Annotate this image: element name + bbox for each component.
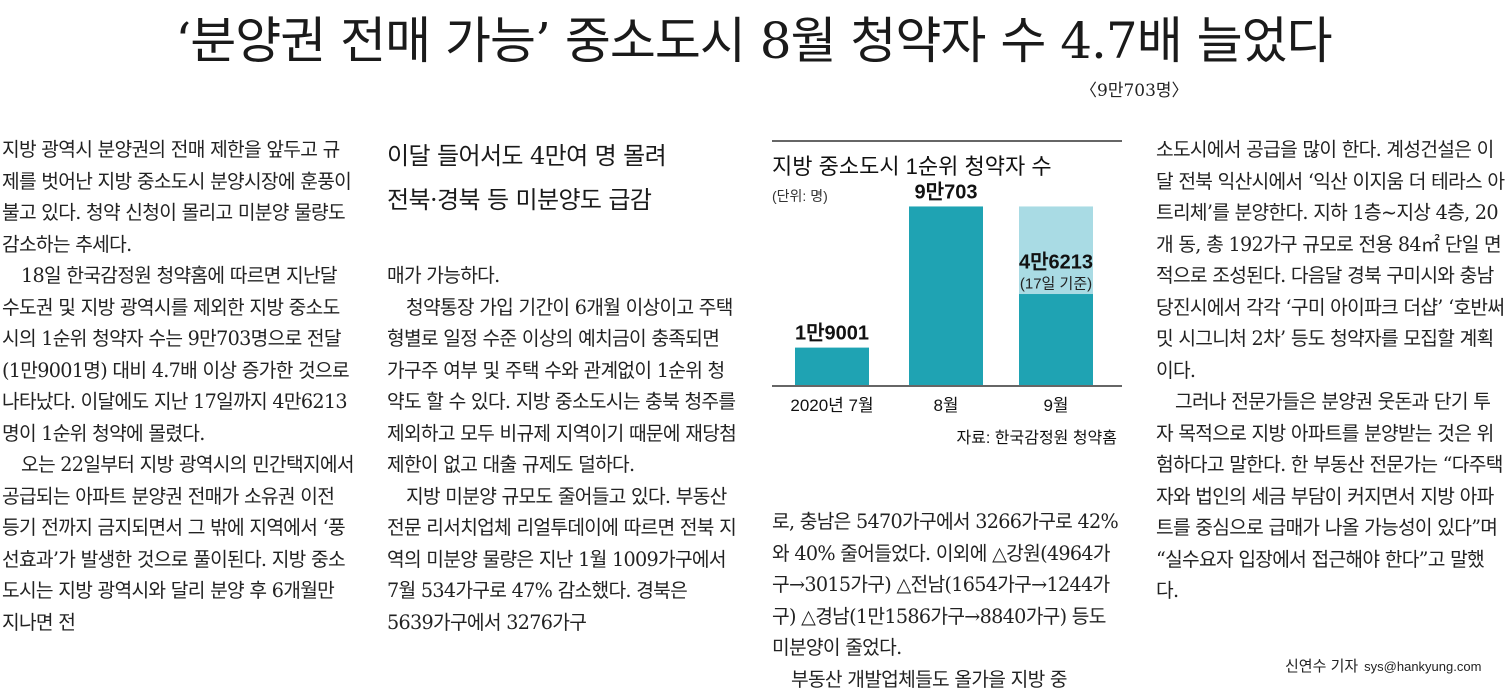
bar	[795, 348, 869, 385]
chart-svg: 지방 중소도시 1순위 청약자 수 (단위: 명) 1만9001 2020년 7월…	[772, 140, 1122, 460]
x-tick-label: 8월	[933, 396, 958, 415]
byline: 신연수 기자 sys@hankyung.com	[1285, 655, 1481, 676]
paragraph: 그러나 전문가들은 분양권 웃돈과 단기 투자 목적으로 지방 아파트를 분양받…	[1156, 386, 1506, 607]
headline: ‘분양권 전매 가능’ 중소도시 8월 청약자 수 4.7배 늘었다	[0, 6, 1507, 76]
paragraph: 부동산 개발업체들도 올가을 지방 중	[772, 664, 1122, 695]
paragraph: 지방 광역시 분양권의 전매 제한을 앞두고 규제를 벗어난 지방 중소도시 분…	[2, 134, 354, 260]
bar-chart: 지방 중소도시 1순위 청약자 수 (단위: 명) 1만9001 2020년 7월…	[772, 140, 1122, 460]
x-tick-label: 2020년 7월	[790, 396, 873, 415]
bar-value-label: 4만6213	[1019, 250, 1093, 273]
article-column-3: 로, 충남은 5470가구에서 3266가구로 42%와 40% 줄어들었다. …	[772, 506, 1122, 695]
article-column-2: 매가 가능하다. 청약통장 가입 기간이 6개월 이상이고 주택형별로 일정 수…	[387, 134, 737, 638]
paragraph: 매가 가능하다.	[387, 260, 737, 292]
x-tick-label: 9월	[1043, 396, 1068, 415]
chart-source: 자료: 한국감정원 청약홈	[956, 429, 1117, 447]
reporter-email[interactable]: sys@hankyung.com	[1364, 659, 1481, 674]
bar-note-label: (17일 기준)	[1020, 275, 1092, 292]
paragraph: 로, 충남은 5470가구에서 3266가구로 42%와 40% 줄어들었다. …	[772, 506, 1122, 664]
paragraph: 청약통장 가입 기간이 6개월 이상이고 주택형별로 일정 수준 이상의 예치금…	[387, 292, 737, 481]
paragraph: 지방 미분양 규모도 줄어들고 있다. 부동산 전문 리서치업체 리얼투데이에 …	[387, 481, 737, 639]
bar	[909, 206, 983, 385]
bar	[1019, 294, 1093, 385]
article-column-4: 소도시에서 공급을 많이 한다. 계성건설은 이달 전북 익산시에서 ‘익산 이…	[1156, 134, 1506, 607]
paragraph: 오는 22일부터 지방 광역시의 민간택지에서 공급되는 아파트 분양권 전매가…	[2, 449, 354, 638]
paragraph: 18일 한국감정원 청약홈에 따르면 지난달 수도권 및 지방 광역시를 제외한…	[2, 260, 354, 449]
chart-title: 지방 중소도시 1순위 청약자 수	[772, 154, 1052, 179]
article-column-1: 지방 광역시 분양권의 전매 제한을 앞두고 규제를 벗어난 지방 중소도시 분…	[2, 134, 354, 638]
paragraph: 소도시에서 공급을 많이 한다. 계성건설은 이달 전북 익산시에서 ‘익산 이…	[1156, 134, 1506, 386]
chart-unit: (단위: 명)	[772, 188, 828, 204]
bar-value-label: 9만703	[915, 180, 978, 203]
reporter-name: 신연수 기자	[1285, 658, 1358, 675]
bar-group: 1만9001 2020년 7월 9만703 8월 4만6213 9월 (17일 기준)	[790, 180, 1093, 415]
chart-callout-note: 〈9만703명〉	[1080, 80, 1189, 102]
bar-value-label: 1만9001	[795, 322, 869, 345]
